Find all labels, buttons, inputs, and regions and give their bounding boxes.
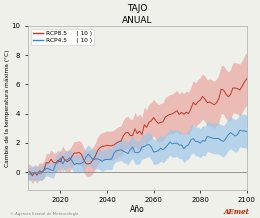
Text: AEmet: AEmet [224,208,250,216]
Legend: RCP8.5     ( 10 ), RCP4.5     ( 10 ): RCP8.5 ( 10 ), RCP4.5 ( 10 ) [31,29,94,45]
Text: © Agencia Estatal de Meteorología: © Agencia Estatal de Meteorología [10,212,79,216]
Title: TAJO
ANUAL: TAJO ANUAL [122,4,153,25]
Y-axis label: Cambio de la temperatura máxima (°C): Cambio de la temperatura máxima (°C) [4,49,10,167]
X-axis label: Año: Año [130,205,145,214]
